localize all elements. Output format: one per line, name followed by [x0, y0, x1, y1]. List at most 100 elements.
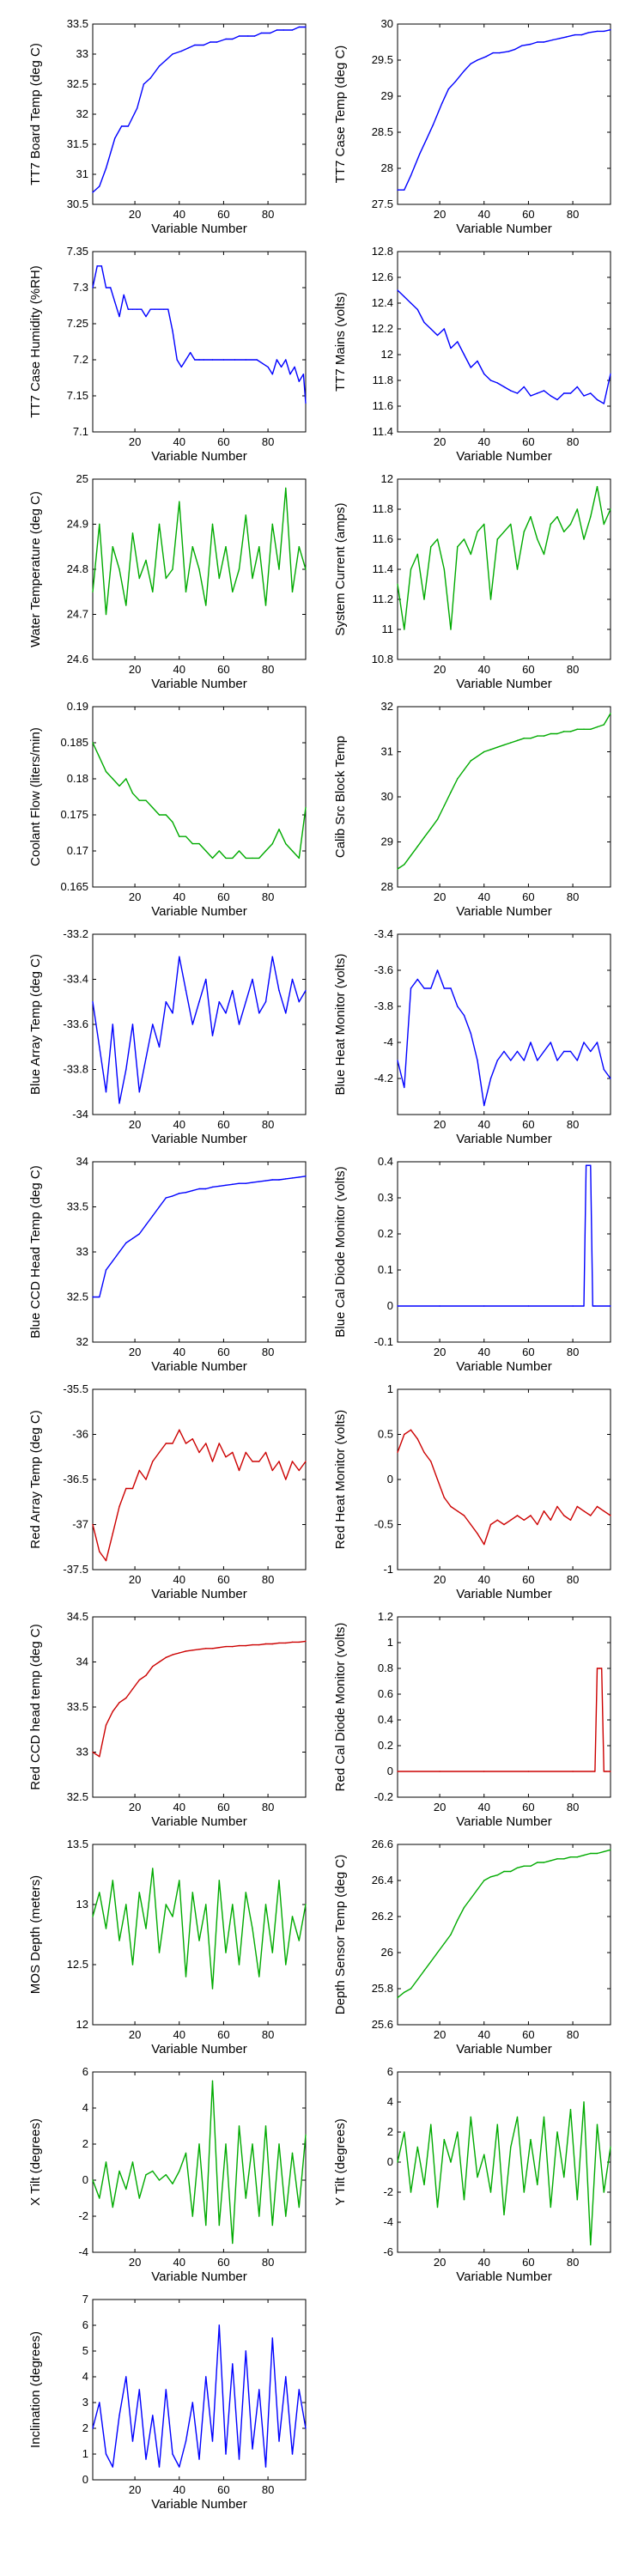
plot-frame [397, 478, 611, 660]
data-point [285, 1178, 287, 1180]
data-point [194, 359, 196, 361]
data-point [118, 785, 120, 787]
data-point [264, 1451, 267, 1454]
y-axis-label: System Current (amps) [333, 502, 348, 635]
chart-panel: 32.5 33 33.5 34 34.5 20 40 60 80 Variable Number R… [28, 1610, 307, 1829]
y-tick-label: 0.175 [60, 808, 88, 821]
data-point [198, 1940, 200, 1941]
data-point [92, 2427, 94, 2429]
data-point [516, 739, 519, 742]
y-tick-label: 32 [381, 700, 393, 713]
data-point [225, 1952, 227, 1953]
y-tick-label: 0 [387, 2155, 393, 2168]
data-point [443, 805, 445, 807]
chart-panel: -1 -0.5 0 0.5 1 20 40 60 80 Variable Number Red He… [333, 1382, 611, 1601]
data-point [125, 1487, 127, 1490]
y-tick-label: -3.8 [374, 999, 393, 1012]
data-point [218, 2324, 220, 2326]
x-tick-label: 20 [434, 1801, 446, 1814]
data-point [138, 799, 140, 801]
x-tick-label: 20 [434, 1346, 446, 1358]
y-tick-label: 24.8 [67, 562, 88, 575]
data-point [264, 2466, 267, 2468]
data-point [127, 125, 130, 127]
data-point [158, 1046, 161, 1048]
y-tick-label: 30 [381, 790, 393, 803]
x-tick-label: 60 [217, 435, 229, 448]
data-point [256, 359, 258, 361]
data-point [99, 2402, 100, 2403]
data-point [489, 1523, 492, 1526]
data-point [450, 1934, 452, 1935]
data-point [92, 2179, 94, 2181]
data-point [271, 523, 273, 526]
data-point [457, 1510, 459, 1512]
data-point [285, 2215, 287, 2217]
x-axis-label: Variable Number [151, 449, 246, 464]
data-point [92, 1751, 94, 1753]
data-point [96, 265, 98, 267]
x-tick-label: 80 [567, 1118, 579, 1131]
y-tick-label: 1 [387, 1382, 393, 1395]
data-point [610, 1515, 611, 1516]
data-point [198, 2458, 200, 2460]
data-point [569, 1856, 572, 1858]
y-tick-label: 30 [381, 17, 393, 30]
x-tick-label: 60 [522, 435, 534, 448]
data-point [218, 1001, 220, 1003]
y-axis-label: Depth Sensor Temp (deg C) [333, 1855, 348, 2014]
data-point [205, 850, 207, 852]
x-tick-label: 60 [217, 1118, 229, 1131]
data-point [397, 1451, 398, 1454]
y-tick-label: -3.4 [374, 927, 393, 940]
data-point [211, 1648, 214, 1649]
data-point [569, 523, 572, 526]
data-point [305, 2134, 307, 2136]
data-point [423, 836, 425, 838]
data-point [298, 546, 300, 548]
data-point [416, 978, 418, 981]
data-point [510, 2146, 512, 2148]
data-point [138, 577, 140, 580]
data-point [118, 1702, 120, 1704]
data-point [530, 1515, 532, 1516]
data-point [516, 568, 519, 570]
data-point [450, 1505, 452, 1508]
data-point [232, 2363, 234, 2365]
data-point [556, 398, 558, 401]
data-point [496, 1519, 498, 1521]
data-point [118, 1940, 120, 1941]
data-point [158, 1451, 161, 1454]
data-point [158, 2179, 161, 2181]
y-tick-label: 1.2 [378, 1610, 393, 1623]
data-point [112, 2206, 113, 2208]
y-tick-label: 7.15 [67, 389, 88, 402]
data-point [603, 523, 605, 526]
y-tick-label: 31 [381, 745, 393, 758]
x-tick-label: 20 [129, 208, 141, 221]
x-axis-label: Variable Number [456, 1132, 551, 1146]
y-tick-label: 24.7 [67, 608, 88, 621]
data-point [258, 2389, 260, 2391]
data-point [205, 1904, 207, 1905]
data-point [596, 486, 598, 488]
chart-panel: 30.5 31 31.5 32 32.5 33 33.5 20 40 60 80 Variable N… [28, 17, 307, 236]
y-tick-label: 5 [82, 2344, 88, 2357]
data-point [145, 2174, 147, 2176]
data-point [211, 359, 214, 361]
y-tick-label: 7.3 [73, 281, 88, 294]
data-point [145, 1224, 147, 1226]
x-tick-label: 40 [478, 1118, 490, 1131]
data-point [610, 29, 611, 31]
data-point [145, 2458, 147, 2460]
chart-panel: -4.2 -4 -3.8 -3.6 -3.4 20 40 60 80 Variable Numbe… [333, 927, 611, 1146]
data-point [583, 538, 585, 540]
data-point [580, 33, 583, 36]
y-tick-label: 12.8 [372, 245, 393, 258]
y-tick-label: -4 [383, 1036, 393, 1048]
data-point [603, 403, 605, 404]
data-point [278, 2143, 280, 2145]
data-point [165, 1904, 167, 1905]
data-point [436, 2206, 439, 2208]
data-point [550, 1860, 551, 1862]
